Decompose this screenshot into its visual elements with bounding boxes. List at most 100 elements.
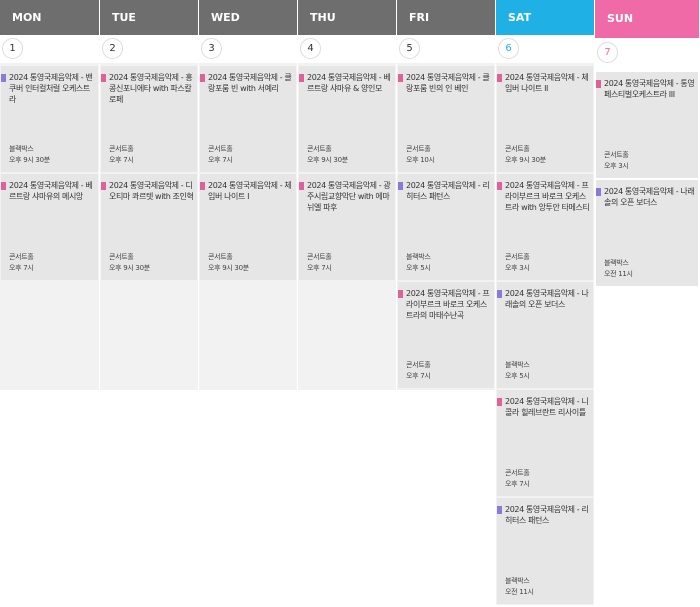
event-time: 오후 9시 30분: [208, 264, 249, 272]
event-marker: [497, 506, 502, 514]
event-time: 오후 7시: [109, 156, 134, 164]
event-title: 2024 통영국제음악제 - 클랑포룸 빈의 인 베인: [406, 73, 490, 93]
event-time: 오후 5시: [406, 264, 431, 272]
event-venue: 콘서트홀: [109, 253, 134, 261]
event-title: 2024 통영국제음악제 - 나래솔의 오픈 보더스: [505, 289, 589, 309]
event-venue: 콘서트홀: [406, 145, 431, 153]
event-title: 2024 통영국제음악제 - 프라이부르크 바로크 오케스트라 with 앙투안…: [505, 181, 590, 212]
event-card: [497, 66, 593, 172]
event-title: 2024 통영국제음악제 - 체임버 나이트 I: [208, 181, 292, 201]
event-time: 오후 7시: [208, 156, 233, 164]
event-venue: 콘서트홀: [505, 253, 530, 261]
event-time: 오후 9시 30분: [109, 264, 150, 272]
event-time: 오후 7시: [406, 372, 431, 380]
event-card: [398, 66, 494, 172]
date-number: 3: [201, 38, 222, 59]
event-title: 2024 통영국제음악제 - 밴쿠버 인터컬처럴 오케스트라: [9, 73, 93, 104]
event-title: 2024 통영국제음악제 - 디오티마 콰르텟 with 조인혁: [109, 181, 194, 201]
event-marker: [398, 74, 403, 82]
event-venue: 콘서트홀: [208, 253, 233, 261]
event-card: [497, 282, 593, 388]
event-time: 오전 11시: [505, 588, 534, 596]
day-header: TUE: [100, 0, 199, 35]
event-venue: 콘서트홀: [109, 145, 134, 153]
event-venue: 콘서트홀: [9, 253, 34, 261]
event-venue: 블랙박스: [9, 145, 34, 153]
event-title: 2024 통영국제음악제 - 베르트랑 샤마유 & 양인모: [307, 73, 391, 93]
event-title: 2024 통영국제음악제 - 홍콩신포니에타 with 파스칼 로페: [109, 73, 193, 104]
event-marker: [497, 74, 502, 82]
event-venue: 블랙박스: [505, 577, 530, 585]
day-header: SUN: [595, 0, 700, 38]
event-title: 2024 통영국제음악제 - 체임버 나이트 II: [505, 73, 589, 93]
event-title: 2024 통영국제음악제 - 니콜라 힐레브란트 리사이틀: [505, 397, 589, 417]
event-title: 2024 통영국제음악제 - 나래솔의 오픈 보더스: [604, 187, 695, 207]
event-time: 오후 3시: [604, 162, 629, 170]
event-marker: [1, 74, 6, 82]
day-header: SAT: [496, 0, 595, 35]
event-card: [299, 66, 395, 172]
event-marker: [200, 182, 205, 190]
event-card: [497, 174, 593, 280]
event-card: [1, 66, 98, 172]
event-time: 오후 9시 30분: [505, 156, 546, 164]
event-time: 오후 7시: [9, 264, 34, 272]
event-card: [200, 66, 296, 172]
event-title: 2024 통영국제음악제 - 광주시립교향악단 with 에마뉘엘 파후: [307, 181, 391, 212]
event-card: [596, 180, 698, 286]
date-number: 1: [2, 38, 23, 59]
event-title: 2024 통영국제음악제 - 리히터스 패턴스: [505, 505, 589, 525]
event-venue: 콘서트홀: [604, 151, 629, 159]
event-card: [398, 282, 494, 388]
event-venue: 콘서트홀: [505, 469, 530, 477]
event-venue: 콘서트홀: [208, 145, 233, 153]
day-header: MON: [0, 0, 100, 35]
event-marker: [101, 182, 106, 190]
event-title: 2024 통영국제음악제 - 통영페스티벌오케스트라 III: [604, 79, 695, 99]
event-card: [497, 390, 593, 496]
event-marker: [1, 182, 6, 190]
event-title: 2024 통영국제음악제 - 프라이부르크 바로크 오케스트라의 마태수난곡: [406, 289, 490, 320]
event-title: 2024 통영국제음악제 - 리히터스 패턴스: [406, 181, 490, 201]
event-venue: 콘서트홀: [307, 253, 332, 261]
event-card: [1, 174, 98, 280]
event-venue: 블랙박스: [604, 259, 629, 267]
event-venue: 블랙박스: [406, 253, 431, 261]
event-marker: [398, 182, 403, 190]
date-number: 5: [399, 38, 420, 59]
event-card: [497, 498, 593, 604]
date-number: 7: [597, 42, 618, 63]
event-marker: [497, 398, 502, 406]
date-number: 6: [498, 38, 519, 59]
event-venue: 콘서트홀: [505, 145, 530, 153]
event-time: 오전 11시: [604, 270, 633, 278]
event-card: [101, 174, 197, 280]
day-header: WED: [199, 0, 298, 35]
event-time: 오후 7시: [307, 264, 332, 272]
event-card: [101, 66, 197, 172]
event-card: [200, 174, 296, 280]
event-title: 2024 통영국제음악제 - 클랑포룸 빈 with 서예리: [208, 73, 292, 93]
event-card: [398, 174, 494, 280]
event-time: 오후 9시 30분: [307, 156, 348, 164]
day-header: THU: [298, 0, 397, 35]
event-marker: [299, 74, 304, 82]
event-venue: 콘서트홀: [307, 145, 332, 153]
day-header: FRI: [397, 0, 496, 35]
event-card: [299, 174, 395, 280]
event-venue: 콘서트홀: [406, 361, 431, 369]
event-marker: [596, 188, 601, 196]
event-time: 오후 9시 30분: [9, 156, 50, 164]
event-card: [596, 72, 698, 178]
event-time: 오후 7시: [505, 480, 530, 488]
date-number: 2: [102, 38, 123, 59]
event-marker: [497, 182, 502, 190]
event-marker: [596, 80, 601, 88]
event-marker: [299, 182, 304, 190]
event-marker: [398, 290, 403, 298]
event-marker: [497, 290, 502, 298]
event-title: 2024 통영국제음악제 - 베르트랑 샤마유의 메시앙: [9, 181, 93, 201]
event-time: 오후 3시: [505, 264, 530, 272]
event-time: 오후 10시: [406, 156, 435, 164]
